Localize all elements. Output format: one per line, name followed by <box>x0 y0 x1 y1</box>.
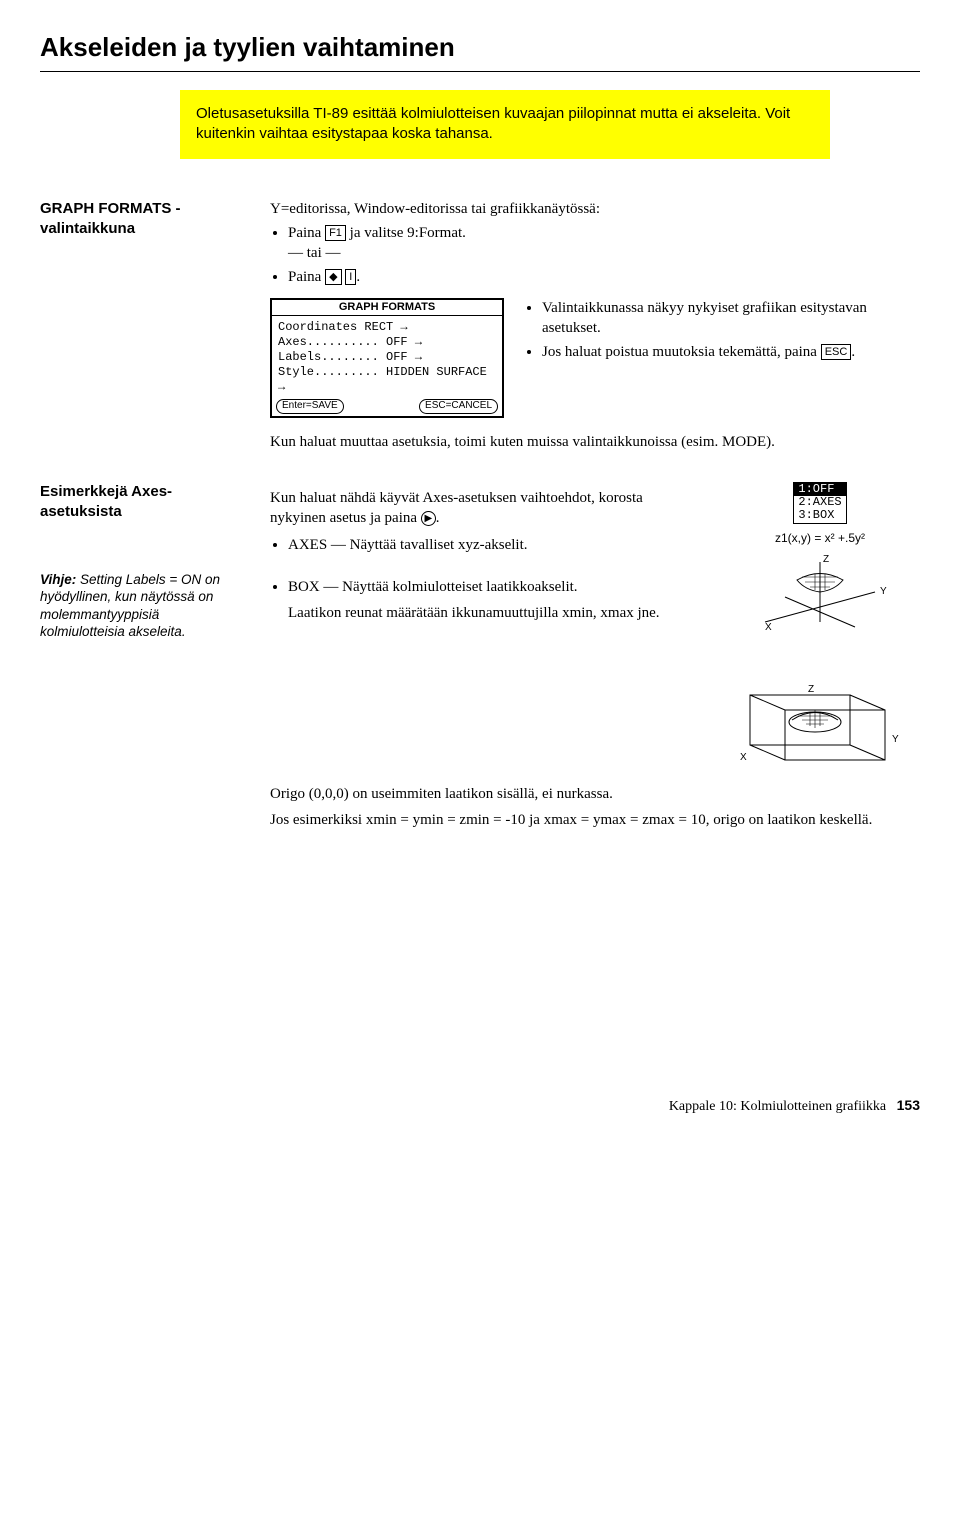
equation-label: z1(x,y) = x² +.5y² <box>720 530 920 546</box>
footer-page-number: 153 <box>897 1097 920 1113</box>
dialog-row: Style......... HIDDEN SURFACE → <box>278 365 496 395</box>
box-3d-figure: Z X Y <box>730 650 910 770</box>
page-title: Akseleiden ja tyylien vaihtaminen <box>40 30 920 65</box>
axes-figures: 1:OFF 2:AXES 3:BOX z1(x,y) = x² +.5y² Z … <box>720 482 920 778</box>
section2-p3: Origo (0,0,0) on useimmiten laatikon sis… <box>270 784 920 804</box>
right-arrow-key: ▶ <box>421 511 436 526</box>
menu-opt-box: 3:BOX <box>794 509 845 522</box>
hint-text: Vihje: Setting Labels = ON on hyödylline… <box>40 571 240 641</box>
diamond-key: ◆ <box>325 269 341 285</box>
svg-text:Z: Z <box>823 554 829 565</box>
side-bullet-1: Valintaikkunassa näkyy nykyiset grafiika… <box>542 298 920 339</box>
side-bullet-2: Jos haluat poistua muutoksia tekemättä, … <box>542 342 920 362</box>
dialog-enter: Enter=SAVE <box>276 399 344 414</box>
or-text: — tai — <box>288 243 920 263</box>
intro-highlight: Oletusasetuksilla TI-89 esittää kolmiulo… <box>180 90 830 159</box>
esc-key: ESC <box>821 344 852 360</box>
svg-text:Y: Y <box>892 734 899 745</box>
footer-chapter: Kappale 10: Kolmiulotteinen grafiikka <box>669 1099 886 1114</box>
svg-text:X: X <box>765 622 772 633</box>
dialog-title: GRAPH FORMATS <box>272 300 502 317</box>
axes-3d-figure: Z X Y <box>735 552 905 642</box>
i-key: I <box>345 269 356 285</box>
axes-bullet: AXES — Näyttää tavalliset xyz-akselit. <box>288 535 700 555</box>
section1-bullet-2: Paina ◆ I. <box>288 267 920 287</box>
svg-text:Z: Z <box>808 684 814 695</box>
page-footer: Kappale 10: Kolmiulotteinen grafiikka 15… <box>40 1096 920 1117</box>
section1-after: Kun haluat muuttaa asetuksia, toimi kute… <box>270 432 920 452</box>
dialog-row: Axes.......... OFF → <box>278 335 496 350</box>
section2-p1: Kun haluat nähdä käyvät Axes-asetuksen v… <box>270 488 700 529</box>
section-graph-formats: GRAPH FORMATS - valintaikkuna Y=editoris… <box>40 199 920 459</box>
graph-formats-dialog: GRAPH FORMATS Coordinates RECT → Axes...… <box>270 298 504 418</box>
box-bullet: BOX — Näyttää kolmiulotteiset laatikkoak… <box>288 577 700 624</box>
section2-p4: Jos esimerkiksi xmin = ymin = zmin = ‑10… <box>270 810 920 830</box>
section1-bullet-1: Paina F1 ja valitse 9:Format. — tai — <box>288 223 920 264</box>
svg-text:X: X <box>740 752 747 763</box>
dialog-body: Coordinates RECT → Axes.......... OFF → … <box>272 316 502 399</box>
box-desc: Laatikon reunat määrätään ikkunamuuttuji… <box>288 603 700 623</box>
section-axes-examples: Esimerkkejä Axes-asetuksista Vihje: Sett… <box>40 482 920 836</box>
svg-text:Y: Y <box>880 586 887 597</box>
dialog-row: Labels........ OFF → <box>278 350 496 365</box>
f1-key: F1 <box>325 225 346 241</box>
section1-intro: Y=editorissa, Window-editorissa tai graf… <box>270 199 920 219</box>
dialog-row: Coordinates RECT → <box>278 320 496 335</box>
section2-heading: Esimerkkejä Axes-asetuksista <box>40 482 240 523</box>
dialog-esc: ESC=CANCEL <box>419 399 498 414</box>
section1-heading: GRAPH FORMATS - valintaikkuna <box>40 199 240 240</box>
axes-menu: 1:OFF 2:AXES 3:BOX <box>793 482 846 524</box>
title-rule <box>40 71 920 72</box>
